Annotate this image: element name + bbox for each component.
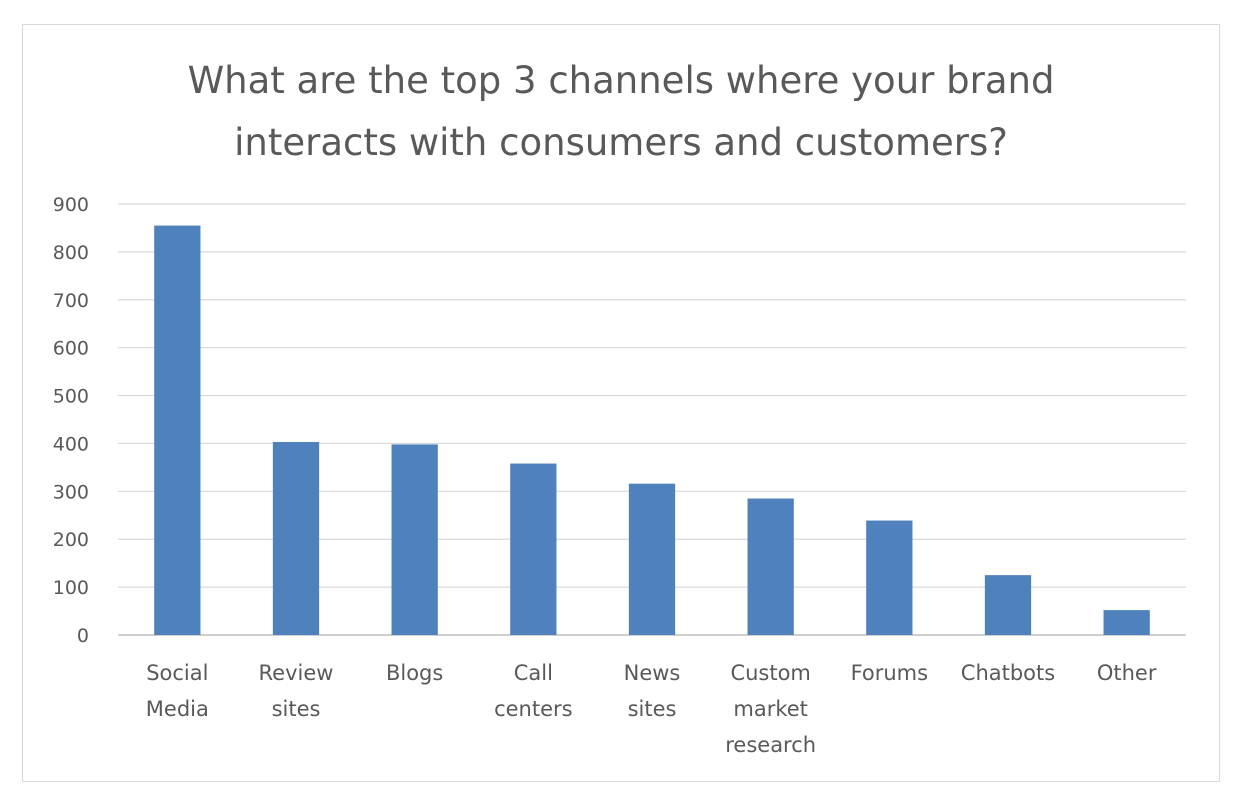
bar <box>747 498 794 635</box>
bar <box>628 483 676 635</box>
bar <box>510 463 557 635</box>
y-tick-label: 0 <box>77 625 89 647</box>
y-tick-label: 700 <box>53 290 89 312</box>
bar <box>154 225 201 636</box>
bar <box>272 442 320 635</box>
chart-title-line-2: interacts with consumers and customers? <box>234 121 1008 164</box>
x-tick-label: research <box>725 733 816 757</box>
y-tick-label: 300 <box>53 481 89 503</box>
x-tick-label: Other <box>1097 661 1157 685</box>
x-tick-label: sites <box>628 697 677 721</box>
y-tick-label: 800 <box>53 242 89 264</box>
x-tick-label: sites <box>272 697 321 721</box>
bar <box>984 575 1032 635</box>
x-tick-label: News <box>624 661 681 685</box>
bar <box>391 444 438 635</box>
chart-frame <box>22 24 1220 782</box>
x-tick-label: Social <box>146 661 208 685</box>
chart-title-line-1: What are the top 3 channels where your b… <box>187 59 1055 102</box>
y-tick-label: 100 <box>53 577 89 599</box>
y-tick-label: 900 <box>53 194 89 216</box>
y-tick-label: 500 <box>53 386 89 408</box>
x-tick-label: centers <box>494 697 573 721</box>
x-tick-label: Call <box>514 661 553 685</box>
x-tick-label: market <box>733 697 808 721</box>
x-tick-label: Review <box>259 661 334 685</box>
x-tick-label: Media <box>146 697 209 721</box>
x-tick-label: Chatbots <box>961 661 1055 685</box>
y-tick-label: 600 <box>53 338 89 360</box>
x-tick-label: Blogs <box>386 661 443 685</box>
y-tick-label: 200 <box>53 529 89 551</box>
y-tick-label: 400 <box>53 433 89 455</box>
bar <box>866 520 913 635</box>
bar <box>1103 610 1150 635</box>
chart-title: What are the top 3 channels where your b… <box>22 50 1220 174</box>
x-tick-label: Custom <box>730 661 810 685</box>
x-tick-label: Forums <box>851 661 929 685</box>
